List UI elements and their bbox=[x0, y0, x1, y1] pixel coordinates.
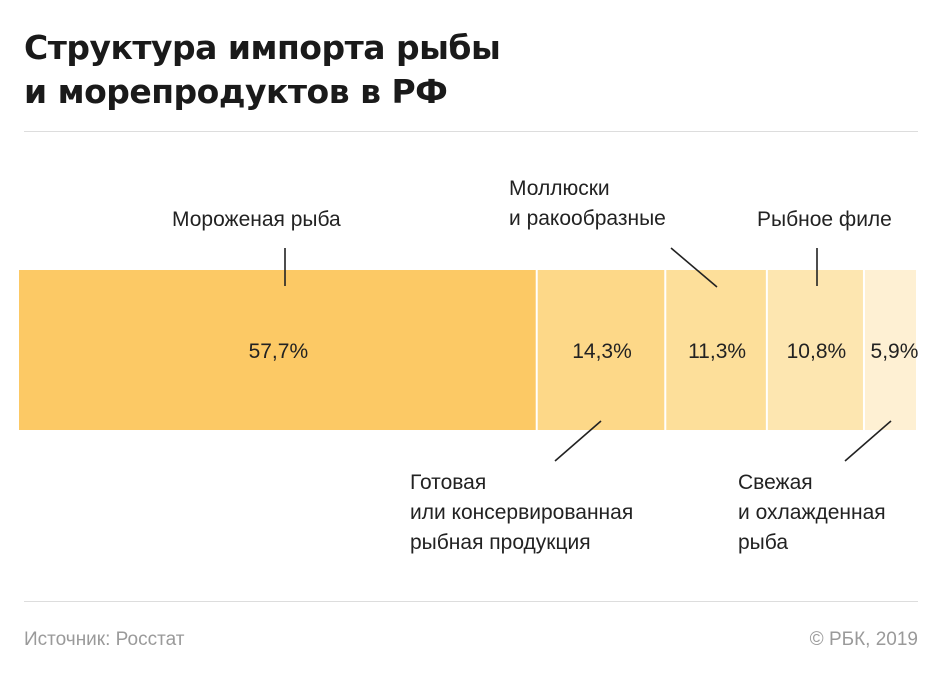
page-title: Структура импорта рыбы и морепродуктов в… bbox=[24, 26, 904, 114]
category-label-3: Моллюски и ракообразные bbox=[509, 177, 666, 230]
stacked-bar-chart: 57,7% 14,3% 11,3% 10,8% 5,9% bbox=[19, 247, 919, 462]
leader-line-3 bbox=[670, 247, 718, 288]
leader-line-5 bbox=[844, 420, 892, 462]
leader-line-2 bbox=[554, 420, 602, 462]
bar-segment-5 bbox=[864, 270, 916, 430]
bar-segment-1 bbox=[19, 270, 536, 430]
bar-segment-3 bbox=[666, 270, 766, 430]
source-note: Источник: Росстат bbox=[24, 629, 185, 650]
value-label-2: 14,3% bbox=[572, 340, 632, 363]
bottom-divider bbox=[24, 601, 918, 602]
category-label-1: Мороженая рыба bbox=[172, 208, 341, 231]
value-label-1: 57,7% bbox=[249, 340, 309, 363]
category-label-4: Рыбное филе bbox=[757, 208, 892, 231]
copyright-note: © РБК, 2019 bbox=[809, 629, 918, 650]
value-label-5: 5,9% bbox=[871, 340, 919, 363]
category-label-5: Свежая и охлажденная рыба bbox=[738, 471, 886, 554]
value-label-4: 10,8% bbox=[787, 340, 847, 363]
title-line-1: Структура импорта рыбы bbox=[24, 28, 501, 67]
bar-segment-4 bbox=[767, 270, 863, 430]
value-label-3: 11,3% bbox=[688, 340, 746, 363]
title-line-2: и морепродуктов в РФ bbox=[24, 72, 448, 111]
bar-segment-2 bbox=[537, 270, 665, 430]
top-divider bbox=[24, 131, 918, 132]
category-label-2: Готовая или консервированная рыбная прод… bbox=[410, 471, 634, 554]
